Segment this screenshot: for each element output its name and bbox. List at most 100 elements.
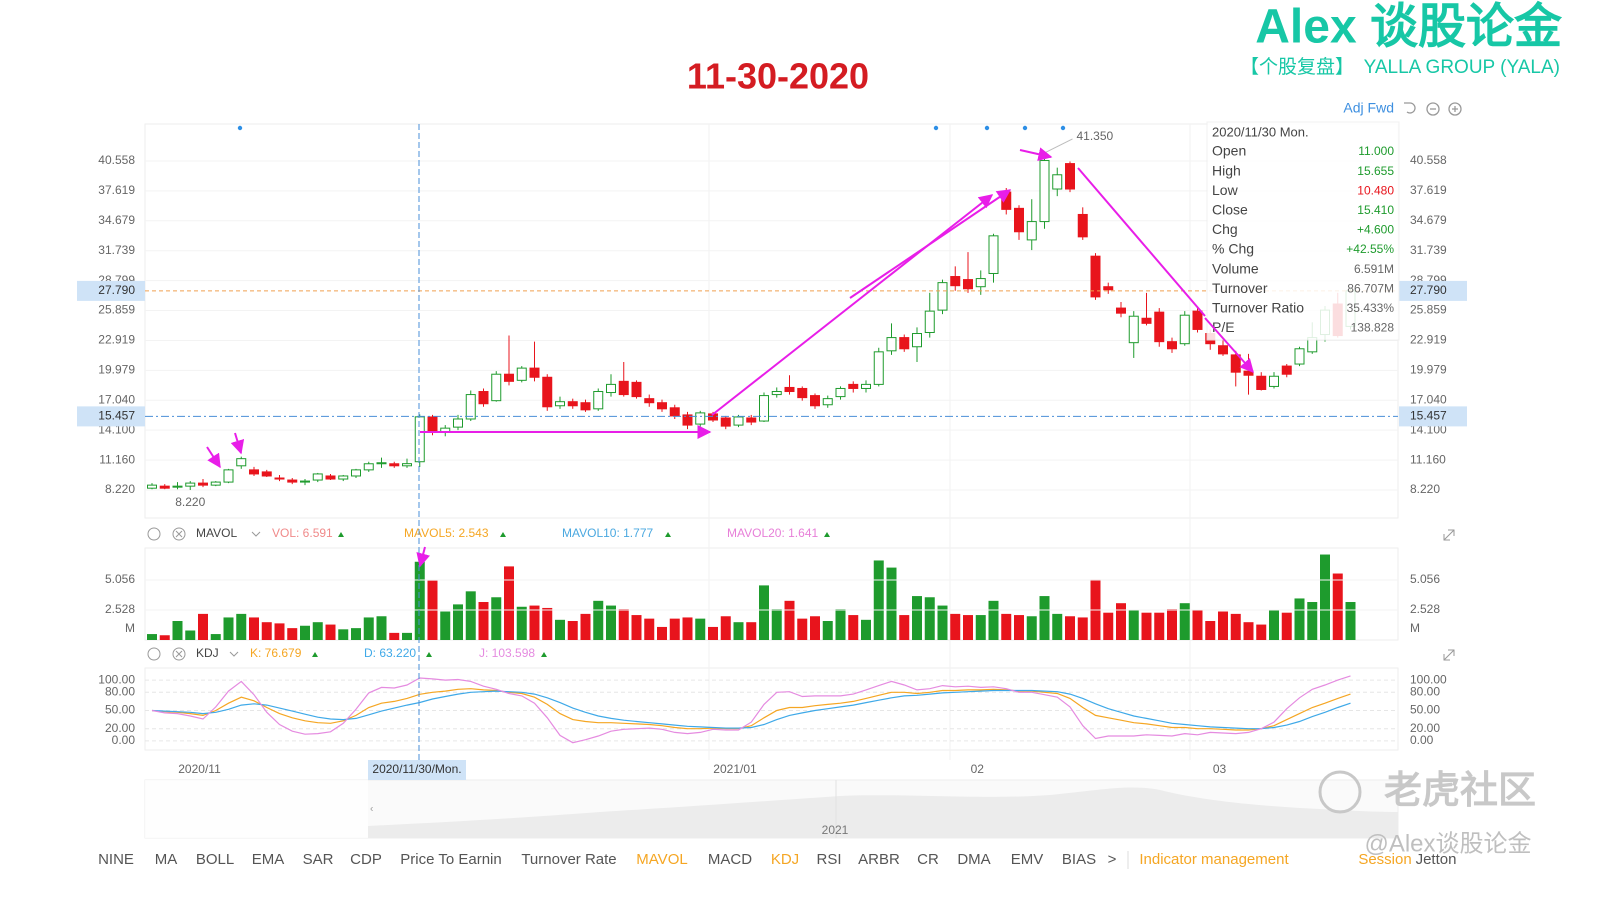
volume-bar <box>580 613 591 640</box>
volume-bar <box>720 616 731 640</box>
indicator-tab[interactable]: MAVOL <box>636 851 687 868</box>
indicator-tab[interactable]: ARBR <box>858 851 900 868</box>
kdj-tick-label-right: 50.00 <box>1410 703 1440 717</box>
indicator-tab[interactable]: CDP <box>350 851 382 868</box>
candle-body <box>1218 345 1228 355</box>
tooltip-value: 10.480 <box>1357 183 1394 197</box>
volume-bar <box>529 605 540 640</box>
dropdown-icon[interactable] <box>251 531 261 537</box>
tooltip-date: 2020/11/30 Mon. <box>1212 124 1309 139</box>
volume-panel <box>144 547 1399 641</box>
zoom-in[interactable] <box>1448 102 1462 116</box>
volume-bar <box>465 591 476 640</box>
volume-bar <box>325 624 336 640</box>
candle-body <box>389 463 400 467</box>
candle-body <box>1179 314 1190 345</box>
volume-legend: MAVOL5: 2.543 <box>404 526 489 540</box>
candle-body <box>210 481 221 486</box>
indicator-tab[interactable]: Price To Earnin <box>400 851 501 868</box>
candle-body <box>657 402 667 410</box>
volume-bar <box>1167 609 1177 640</box>
settings-icon[interactable] <box>147 527 161 541</box>
undo-icon[interactable] <box>1404 102 1416 114</box>
volume-bar <box>899 615 910 640</box>
event-dot[interactable] <box>1022 125 1028 131</box>
event-dot[interactable] <box>933 125 939 131</box>
jetton-tab[interactable]: Jetton <box>1416 851 1457 868</box>
candle-body <box>465 394 476 420</box>
indicator-tab[interactable]: MACD <box>708 851 752 868</box>
session-tab[interactable]: Session <box>1358 851 1411 868</box>
expand-icon[interactable] <box>1443 649 1455 661</box>
last-price-box <box>1399 280 1467 301</box>
volume-bar <box>1077 617 1088 640</box>
indicator-more[interactable]: > <box>1108 851 1117 868</box>
expand-icon[interactable] <box>1443 529 1455 541</box>
candle-body <box>236 458 247 467</box>
event-dot[interactable] <box>237 125 243 131</box>
candle-body <box>1077 213 1088 238</box>
volume-bar <box>924 597 935 640</box>
volume-bar <box>1154 612 1165 640</box>
arrow <box>230 432 245 455</box>
tag: 【个股复盘】 <box>1240 56 1354 78</box>
indicator-tab[interactable]: CR <box>917 851 939 868</box>
indicator-tab[interactable]: KDJ <box>771 851 799 868</box>
candle-body <box>249 469 259 475</box>
candle-body <box>835 387 846 398</box>
x-tick-label: 2021/01 <box>713 762 757 776</box>
close-icon[interactable] <box>172 647 186 661</box>
indicator-tab[interactable]: SAR <box>303 851 334 868</box>
volume-bar <box>478 602 489 640</box>
candle-body <box>1116 307 1126 314</box>
volume-bar <box>1103 612 1114 640</box>
indicator-tab[interactable]: Turnover Rate <box>521 851 616 868</box>
adj-fwd[interactable]: Adj Fwd <box>1343 100 1394 116</box>
legend-arrow <box>312 652 318 657</box>
last-price-box <box>77 280 145 301</box>
zoom-out[interactable] <box>1426 102 1440 116</box>
volume-header-icons <box>147 527 1455 541</box>
tooltip-value: 6.591M <box>1354 262 1394 276</box>
indicator-tab[interactable]: EMA <box>252 851 285 868</box>
indicator-tab[interactable]: EMV <box>1011 851 1044 868</box>
volume-bar <box>147 634 157 640</box>
indicator-tab[interactable]: NINE <box>98 851 134 868</box>
candle-body <box>223 469 234 483</box>
candle-body <box>899 337 910 350</box>
y-tick-label-right: 22.919 <box>1410 333 1447 347</box>
volume-bar <box>1332 573 1343 640</box>
tooltip-label: Turnover <box>1212 280 1268 296</box>
volume-bar <box>1218 611 1228 640</box>
kdj-tick-label-right: 80.00 <box>1410 684 1440 698</box>
volume-bar <box>453 604 463 640</box>
volume-bar <box>185 630 196 640</box>
candle-body <box>516 367 527 381</box>
tooltip-value: 11.000 <box>1358 144 1394 158</box>
navigator-year: 2021 <box>822 823 849 837</box>
indicator-tab[interactable]: DMA <box>957 851 990 868</box>
indicator-management[interactable]: Indicator management <box>1139 851 1289 868</box>
indicator-tab[interactable]: BOLL <box>196 851 234 868</box>
candle-body <box>351 469 361 477</box>
kdj-tick-label: 50.00 <box>105 703 135 717</box>
volume-bar <box>300 625 310 640</box>
volume-bar <box>1065 616 1075 640</box>
indicator-tab[interactable]: MA <box>155 851 178 868</box>
volume-bar <box>810 616 820 640</box>
event-dot[interactable] <box>1060 125 1066 131</box>
kdj-name: KDJ <box>196 646 219 660</box>
settings-icon[interactable] <box>147 647 161 661</box>
dropdown-icon[interactable] <box>229 651 239 657</box>
close-icon[interactable] <box>172 527 186 541</box>
event-dot[interactable] <box>984 125 990 131</box>
volume-legend: VOL: 6.591 <box>272 526 333 540</box>
indicator-tab[interactable]: RSI <box>816 851 841 868</box>
navigator-handle[interactable]: ‹ <box>370 804 373 815</box>
tooltip-label: Low <box>1212 182 1239 198</box>
indicator-tab[interactable]: BIAS <box>1062 851 1096 868</box>
candle-body <box>185 482 196 487</box>
volume-bar <box>771 609 782 640</box>
candle-body <box>618 380 629 396</box>
volume-bar <box>975 615 986 640</box>
